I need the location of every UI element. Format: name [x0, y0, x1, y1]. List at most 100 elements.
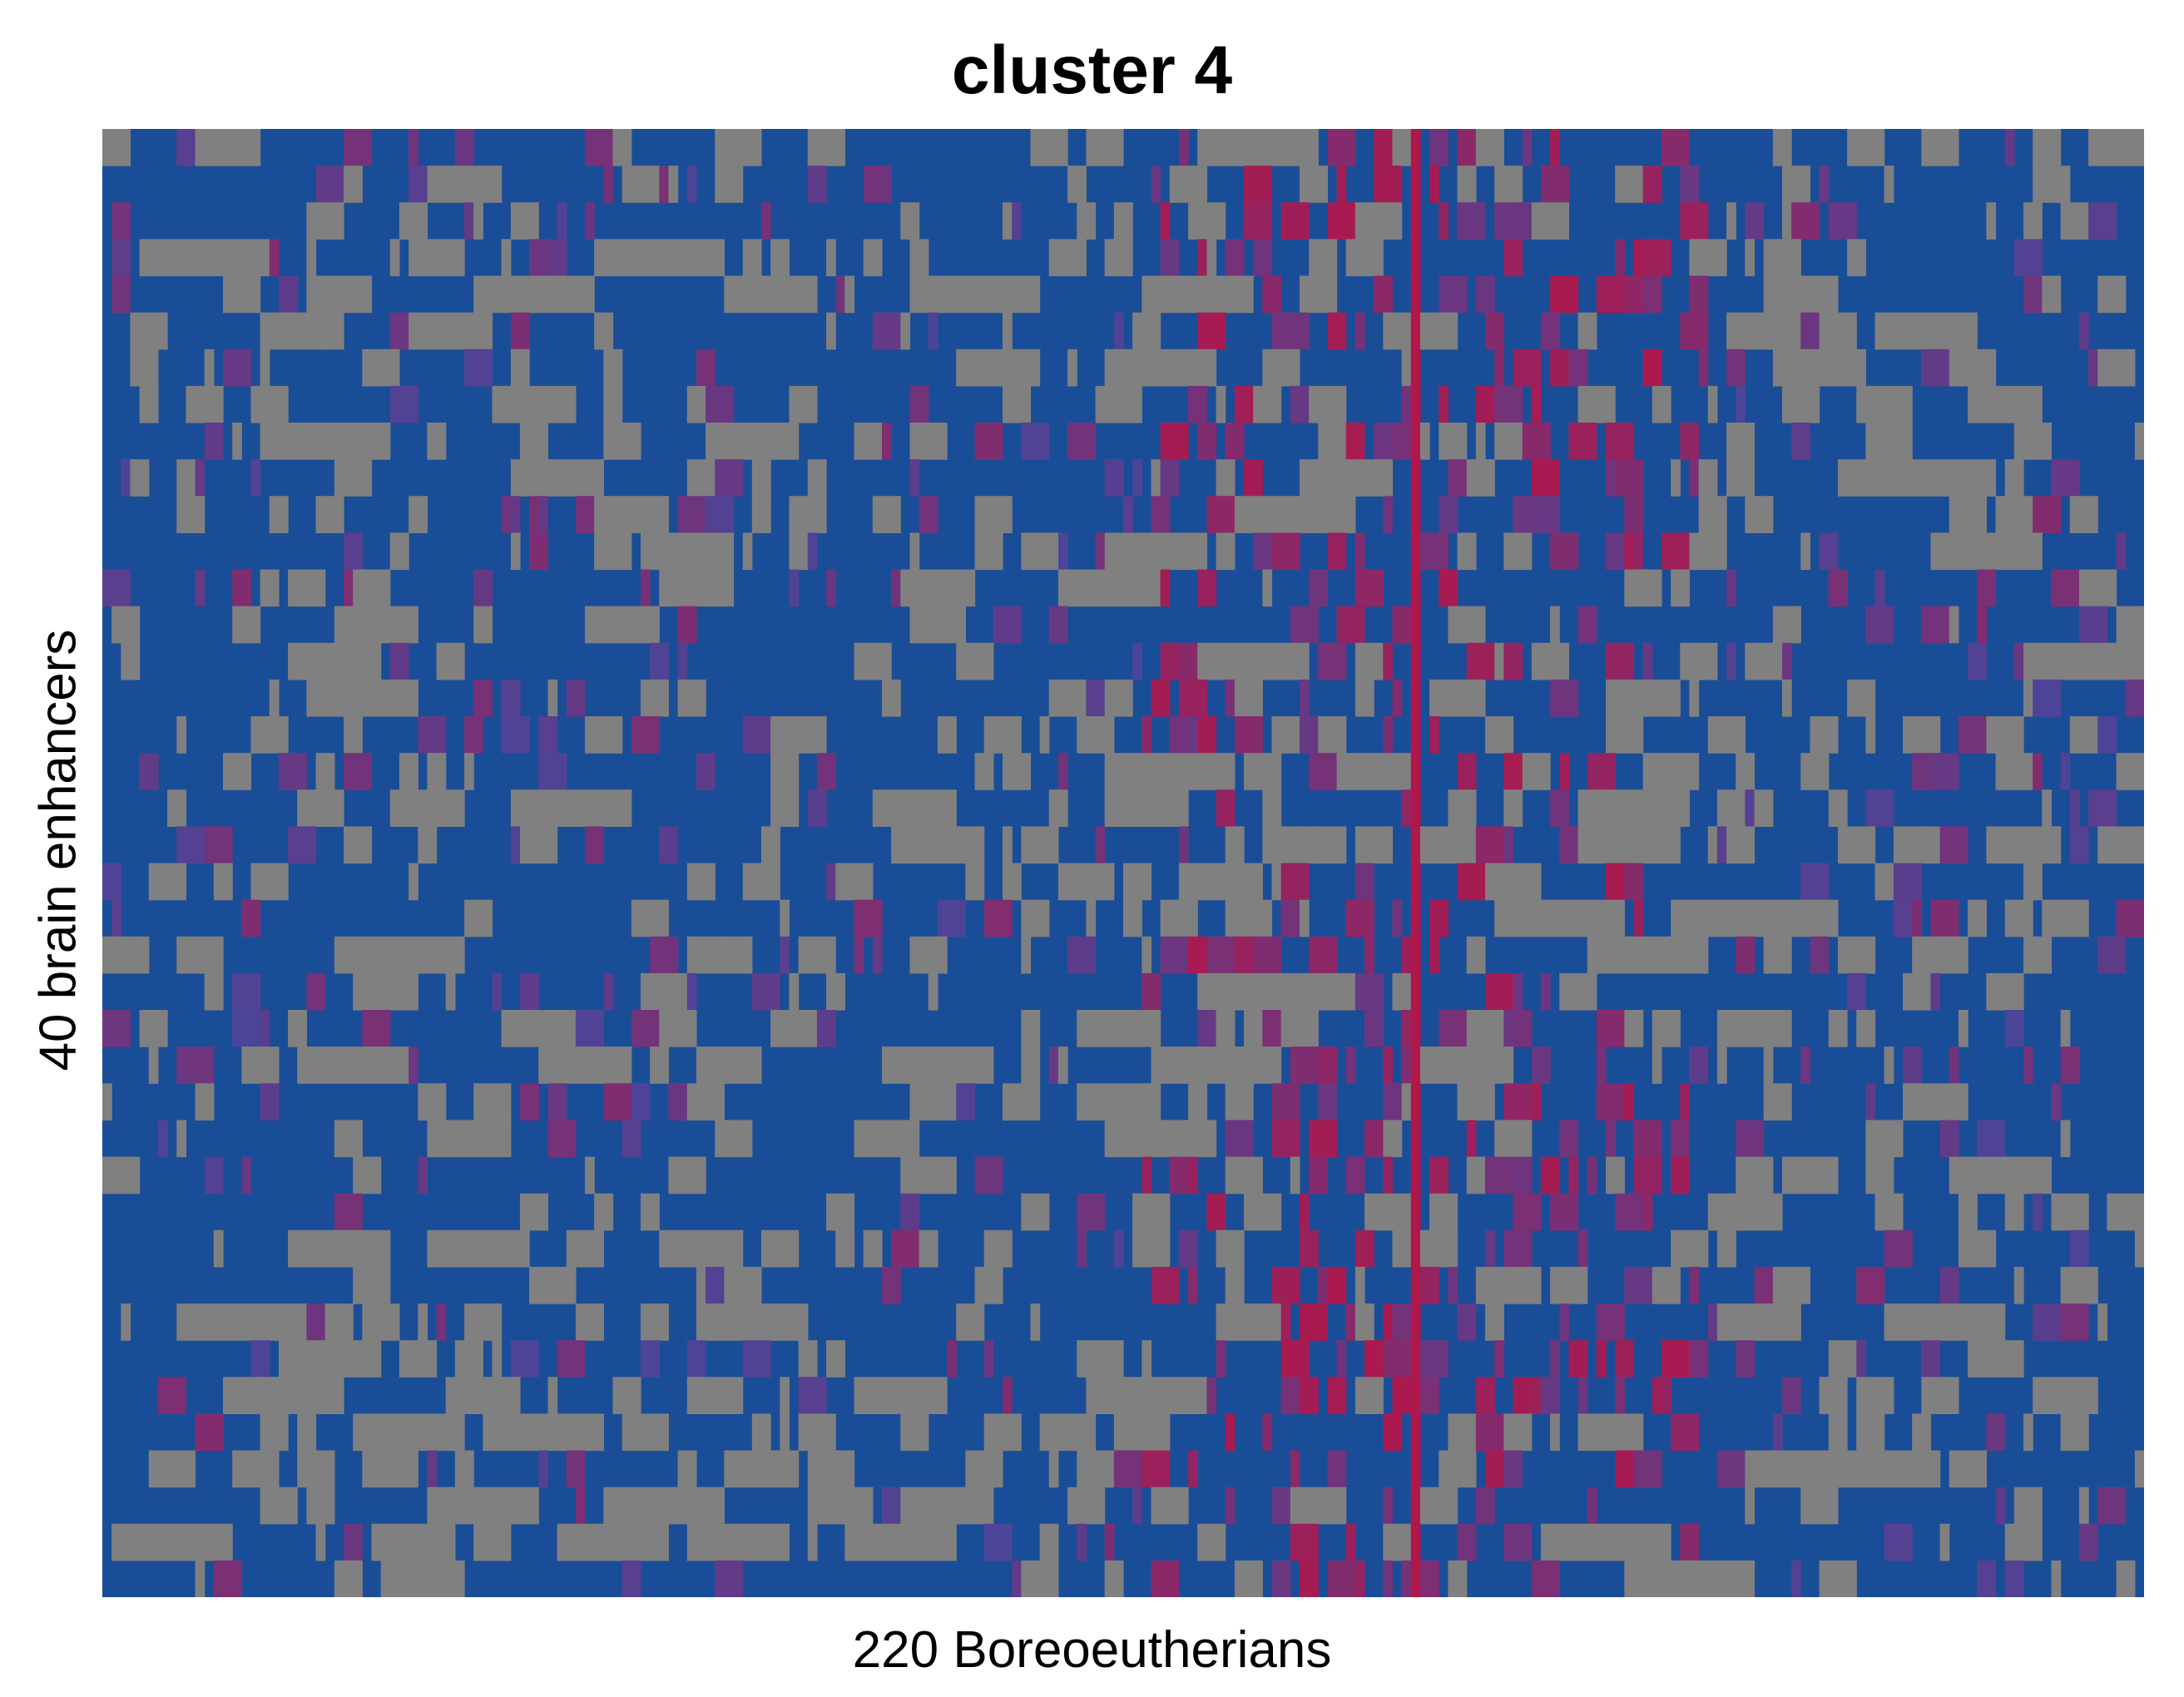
heatmap-cell [1105, 386, 1142, 423]
heatmap-cell [1597, 1340, 1607, 1378]
heatmap-cell [1708, 386, 1718, 423]
heatmap-cell [1235, 496, 1356, 533]
heatmap-cell [1392, 1304, 1411, 1341]
heatmap-cell [1271, 716, 1300, 754]
chart-title: cluster 4 [0, 32, 2184, 110]
heatmap-cell [1736, 1120, 1764, 1157]
heatmap-cell [1736, 1010, 1792, 1047]
heatmap-cell [715, 1561, 743, 1597]
heatmap-cell [464, 1304, 502, 1341]
heatmap-cell [1476, 386, 1495, 423]
heatmap-cell [1188, 937, 1207, 974]
heatmap-cell [1578, 386, 1616, 423]
heatmap-cell [1624, 532, 1634, 570]
heatmap-cell [1448, 1413, 1476, 1451]
heatmap-cell [1726, 423, 1755, 460]
heatmap-cell [1921, 1377, 1959, 1414]
heatmap-cell [1300, 826, 1319, 863]
heatmap-cell [603, 423, 641, 460]
heatmap-cell [1309, 753, 1337, 790]
heatmap-cell [306, 1487, 334, 1525]
heatmap-cell [873, 496, 901, 533]
heatmap-cell [2079, 570, 2117, 607]
heatmap-cell [511, 313, 530, 350]
heatmap-cell [1226, 826, 1245, 863]
heatmap-cell [1309, 1487, 1346, 1525]
heatmap-cell [2097, 716, 2117, 754]
heatmap-cell [2023, 1413, 2033, 1451]
heatmap-cell [641, 1194, 660, 1231]
heatmap-plot [102, 129, 2144, 1597]
heatmap-cell [585, 202, 595, 240]
heatmap-cell [1745, 1487, 1755, 1525]
heatmap-cell [909, 423, 947, 460]
heatmap-cell [1197, 313, 1226, 350]
heatmap-cell [799, 1413, 836, 1451]
heatmap-cell [2023, 643, 2144, 680]
heatmap-cell [1726, 459, 1755, 497]
heatmap-cell [1392, 900, 1402, 938]
heatmap-cell [1383, 1083, 1402, 1121]
heatmap-cell [538, 716, 557, 754]
heatmap-cell [176, 459, 196, 497]
heatmap-cell [1383, 1340, 1411, 1378]
heatmap-cell [1865, 716, 1875, 754]
heatmap-cell [1689, 680, 1699, 717]
heatmap-cell [1420, 826, 1458, 863]
heatmap-cell [909, 1083, 938, 1121]
heatmap-cell [1755, 1267, 1774, 1304]
heatmap-cell [2117, 532, 2127, 570]
heatmap-cell [1986, 1413, 2005, 1451]
heatmap-cell [547, 1377, 557, 1414]
heatmap-cell [1634, 239, 1644, 276]
heatmap-cell [1262, 1010, 1281, 1047]
heatmap-cell [250, 863, 288, 901]
heatmap-cell [1300, 1194, 1310, 1231]
heatmap-cell [1532, 1083, 1542, 1121]
heatmap-cell [1411, 276, 1421, 314]
heatmap-cell [260, 423, 391, 460]
heatmap-cell [1086, 900, 1096, 938]
heatmap-cell [2033, 1304, 2061, 1341]
heatmap-cell [1402, 386, 1412, 423]
heatmap-cell [1662, 532, 1690, 570]
heatmap-cell [1151, 459, 1161, 497]
heatmap-cell [2070, 496, 2098, 533]
heatmap-cell [1764, 276, 1839, 314]
heatmap-cell [1429, 937, 1439, 974]
heatmap-cell [1123, 863, 1142, 901]
heatmap-cell [1717, 1010, 1736, 1047]
heatmap-cell [1383, 643, 1393, 680]
heatmap-cell [929, 606, 966, 644]
heatmap-cell [1606, 643, 1634, 680]
heatmap-cell [1151, 1267, 1179, 1304]
heatmap-cell [1745, 239, 1755, 276]
heatmap-cell [1077, 1194, 1105, 1231]
heatmap-cell [1077, 716, 1114, 754]
heatmap-cell [1142, 937, 1151, 974]
heatmap-cell [1216, 386, 1226, 423]
heatmap-cell [1300, 1010, 1319, 1047]
heatmap-cell [1448, 606, 1485, 644]
heatmap-cell [316, 753, 335, 790]
heatmap-cell [576, 1010, 604, 1047]
heatmap-cell [1643, 753, 1700, 790]
heatmap-cell [1262, 1413, 1272, 1451]
heatmap-cell [1021, 423, 1049, 460]
heatmap-cell [1411, 423, 1421, 460]
heatmap-cell [1067, 166, 1077, 203]
heatmap-cell [1327, 1267, 1346, 1304]
heatmap-cell [1884, 1046, 1894, 1084]
heatmap-cell [2061, 1120, 2071, 1157]
heatmap-cell [1439, 276, 1467, 314]
heatmap-cell [1300, 900, 1310, 938]
heatmap-cell [1197, 129, 1319, 166]
heatmap-cell [409, 496, 428, 533]
heatmap-cell [1402, 1561, 1412, 1597]
heatmap-cell [585, 826, 604, 863]
heatmap-cell [1411, 863, 1421, 901]
heatmap-cell [1810, 716, 1838, 754]
heatmap-cell [1309, 1561, 1319, 1597]
heatmap-cell [279, 753, 307, 790]
heatmap-cell [2070, 1230, 2089, 1268]
